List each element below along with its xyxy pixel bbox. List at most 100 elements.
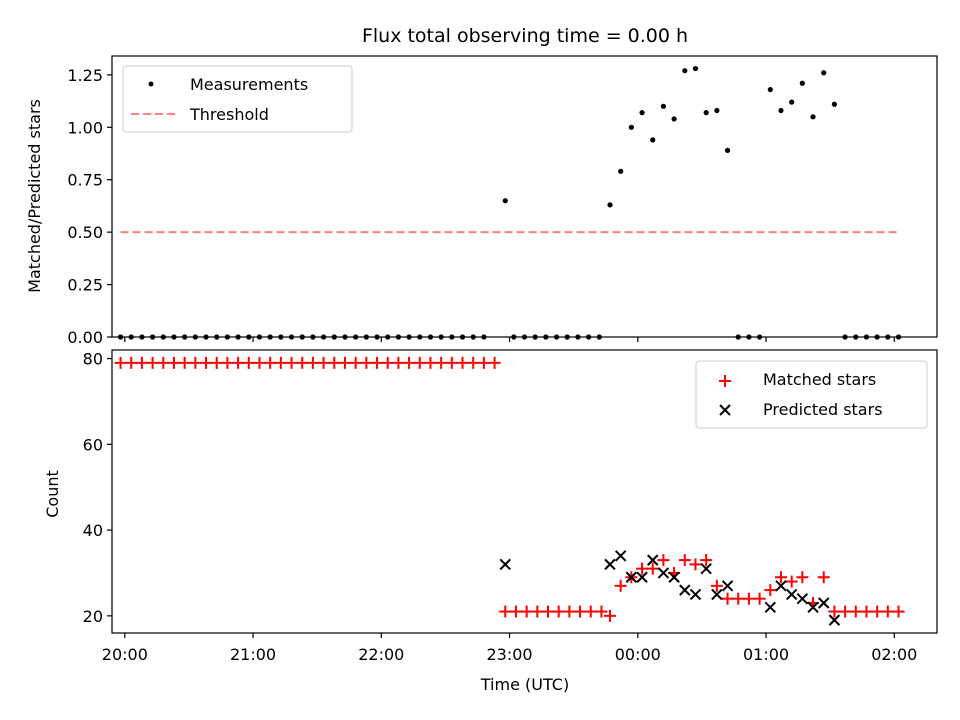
matched-star-point (509, 605, 522, 618)
predicted-star-point (807, 601, 819, 613)
matched-star-point (424, 356, 437, 369)
bottom-y-axis-label: Count (43, 470, 62, 518)
x-tick-label: 01:00 (743, 645, 789, 664)
predicted-star-point (689, 588, 702, 601)
matched-star-point (678, 554, 691, 567)
matched-star-point (710, 579, 723, 592)
matched-star-point (542, 605, 555, 618)
bottom-y-tick-label: 40 (83, 521, 103, 540)
matched-star-point (232, 356, 245, 369)
x-tick-label: 02:00 (871, 645, 917, 664)
predicted-star-point (625, 571, 638, 583)
bottom-panel: Count Time (UTC) 20 40 60 80 20:00 21:00 22:0… (43, 349, 938, 694)
measurement-point (650, 137, 656, 143)
predicted-star-point (785, 588, 798, 601)
matched-star-point (520, 605, 533, 618)
matched-star-point (445, 356, 458, 369)
predicted-star-point (614, 550, 627, 562)
bottom-y-tick-label: 20 (83, 607, 103, 626)
predicted-star-point (764, 601, 776, 613)
bottom-legend-box (695, 360, 928, 429)
matched-star-point (552, 605, 565, 618)
measurement-point (692, 65, 699, 72)
top-y-tick-label: 1.00 (67, 118, 103, 137)
matched-star-point (360, 356, 373, 369)
matched-star-point (860, 605, 873, 618)
matched-star-point (488, 356, 501, 369)
matched-star-point (595, 605, 608, 618)
top-x-ticks (124, 337, 895, 342)
x-tick-label: 22:00 (358, 645, 404, 664)
top-y-tick-label: 0.75 (67, 171, 103, 190)
measurement-point (502, 198, 508, 204)
matched-star-point (689, 558, 702, 571)
bottom-y-tick-label: 60 (83, 435, 103, 454)
matched-star-point (392, 356, 405, 369)
matched-star-point (403, 356, 416, 369)
x-axis-label: Time (UTC) (480, 675, 569, 694)
matched-star-point (817, 571, 830, 584)
measurement-point (618, 168, 624, 174)
matched-star-point (796, 571, 809, 584)
predicted-star-point (499, 558, 511, 571)
top-legend-box (122, 65, 353, 133)
matched-star-point (732, 592, 745, 605)
measurement-point (778, 107, 784, 114)
matched-star-point (871, 605, 884, 618)
top-legend: Measurements Threshold (122, 65, 353, 133)
matched-star-point (167, 356, 180, 369)
matched-star-point (435, 356, 448, 369)
top-y-ticks: 0.00 0.25 0.50 0.75 1.00 1.25 (67, 66, 112, 347)
matched-star-point (135, 356, 148, 369)
measurement-point (682, 68, 688, 74)
matched-star-point (700, 554, 713, 567)
matched-star-point (328, 356, 341, 369)
matched-star-point (338, 356, 351, 369)
matched-star-point (584, 605, 597, 618)
matched-star-point (317, 356, 330, 369)
measurement-point (628, 124, 634, 130)
matched-star-point (839, 605, 852, 618)
matched-star-point (296, 356, 309, 369)
matched-star-point (157, 356, 170, 369)
bottom-legend: Matched stars Predicted stars (695, 360, 928, 429)
measurement-point (831, 101, 838, 107)
predicted-star-point (604, 558, 616, 571)
measurement-point (703, 110, 709, 116)
matched-star-point (381, 356, 394, 369)
legend-threshold-label: Threshold (189, 105, 269, 124)
matched-star-point (371, 356, 384, 369)
legend-predicted-label: Predicted stars (763, 400, 883, 419)
matched-star-point (721, 592, 734, 605)
x-tick-label: 00:00 (615, 645, 661, 664)
matched-star-point (210, 356, 223, 369)
matched-star-point (614, 579, 627, 592)
matched-star-point (349, 356, 362, 369)
matched-star-point (774, 571, 787, 584)
predicted-star-point (647, 554, 659, 566)
predicted-star-point (711, 588, 723, 601)
bottom-y-tick-label: 80 (83, 350, 103, 369)
measurement-point (660, 103, 667, 109)
matched-star-point (828, 605, 841, 618)
top-y-tick-label: 0.50 (67, 223, 103, 242)
top-y-tick-label: 1.25 (67, 66, 103, 85)
matched-star-point (499, 605, 512, 618)
predicted-star-point (721, 580, 734, 592)
matched-star-point (892, 605, 905, 618)
matched-star-point (636, 562, 649, 575)
matched-star-point (264, 356, 277, 369)
matched-star-point (456, 356, 469, 369)
legend-measurements-marker (148, 81, 154, 87)
matched-star-point (764, 584, 777, 597)
chart-title: Flux total observing time = 0.00 h (362, 25, 688, 47)
predicted-star-point (679, 584, 691, 596)
measurement-point (810, 114, 816, 120)
matched-star-point (413, 356, 426, 369)
matched-star-point (178, 356, 191, 369)
measurement-point (607, 202, 613, 208)
matched-star-point (742, 592, 755, 605)
x-tick-label: 21:00 (230, 645, 276, 664)
matched-star-point (200, 356, 213, 369)
